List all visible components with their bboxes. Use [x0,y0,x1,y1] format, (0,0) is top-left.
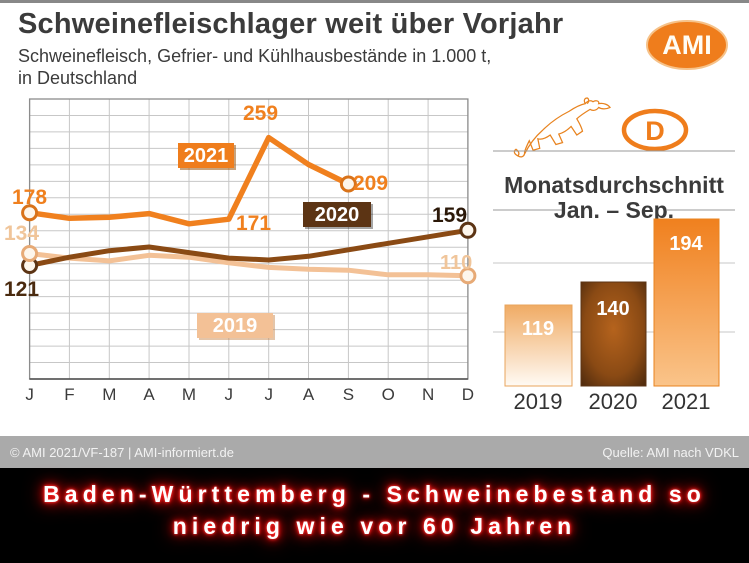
svg-text:D: D [645,116,665,146]
svg-text:2021: 2021 [662,389,711,414]
svg-text:2020: 2020 [589,389,638,414]
svg-text:Monatsdurchschnitt: Monatsdurchschnitt [504,172,724,198]
svg-text:2019: 2019 [514,389,563,414]
svg-text:140: 140 [596,298,629,320]
svg-text:194: 194 [669,233,703,255]
svg-text:119: 119 [522,318,554,340]
